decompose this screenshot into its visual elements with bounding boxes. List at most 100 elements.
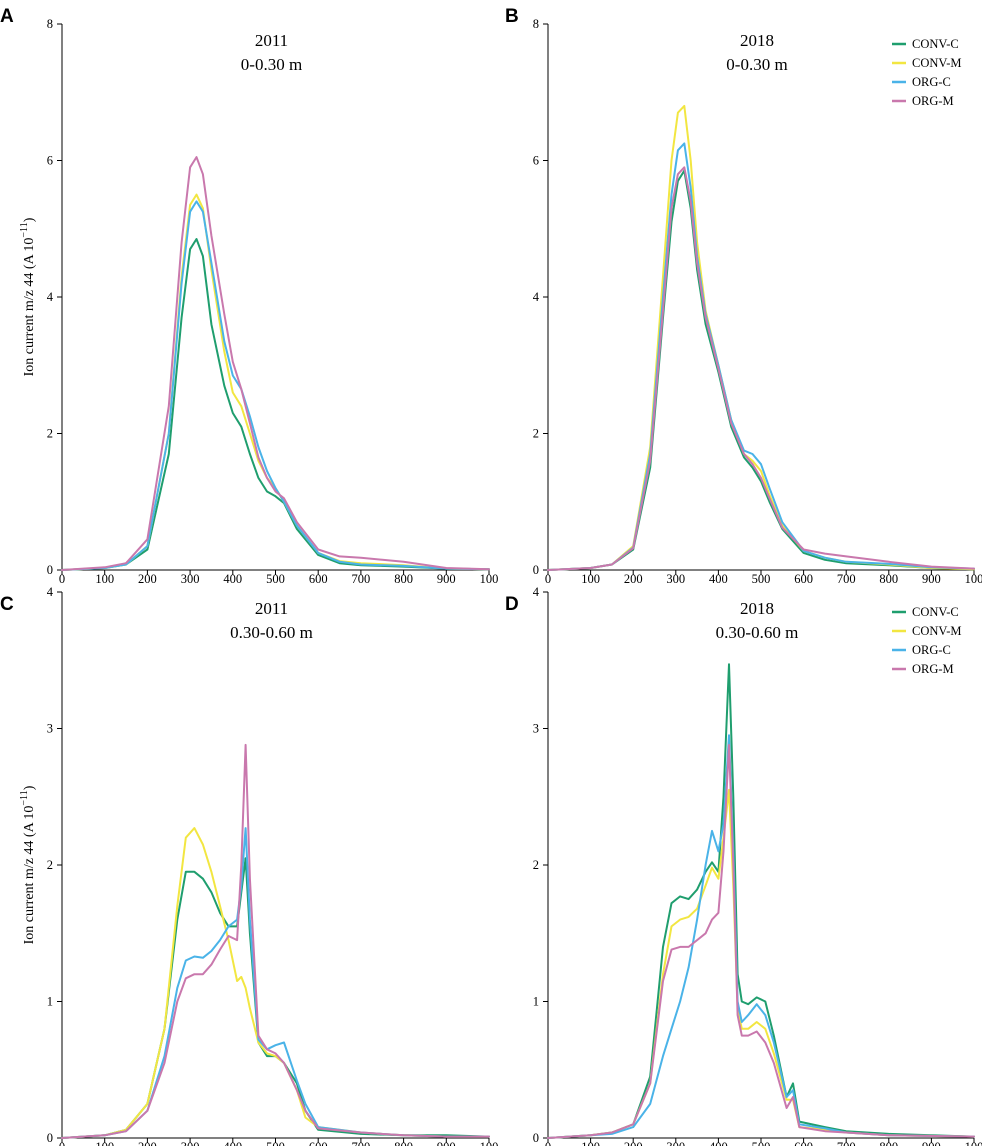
- x-tick-label: 700: [837, 572, 856, 586]
- y-tick-label: 0: [533, 1131, 539, 1145]
- x-tick-label: 100: [581, 1140, 600, 1146]
- y-axis-label-main: Ion current m/z 44 (A 10: [22, 806, 37, 945]
- legend-label-org-c: ORG-C: [912, 75, 951, 89]
- x-tick-label: 100: [480, 572, 499, 586]
- x-tick-label: 600: [794, 1140, 813, 1146]
- x-tick-label: 700: [352, 1140, 371, 1146]
- x-tick-label: 100: [95, 1140, 114, 1146]
- panel-title-depth: 0.30-0.60 m: [230, 623, 313, 642]
- x-tick-label: 400: [709, 572, 728, 586]
- x-tick-label: 100: [965, 1140, 982, 1146]
- panel-title-depth: 0-0.30 m: [241, 55, 302, 74]
- x-tick-label: 500: [266, 572, 285, 586]
- x-tick-label: 0: [59, 572, 65, 586]
- legend-label-org-m: ORG-M: [912, 662, 954, 676]
- x-tick-label: 800: [394, 1140, 413, 1146]
- chart-panel-d: D 0 1 2 3 4 0 100 200 300 400 500 600 700 800 900 100 201…: [505, 585, 982, 1146]
- chart-panel-b: B 0 2 4 6 8 0 100 200 300 400 500 600 700 800 900 100 201…: [505, 6, 982, 586]
- y-tick-label: 2: [47, 858, 53, 872]
- panel-title-year: 2011: [255, 31, 288, 50]
- y-tick-label: 4: [47, 290, 54, 304]
- y-axis-label: Ion current m/z 44 (A 10−11): [19, 217, 37, 376]
- x-tick-label: 100: [480, 1140, 499, 1146]
- y-tick-label: 4: [533, 585, 540, 599]
- x-tick-label: 900: [437, 572, 456, 586]
- x-tick-label: 400: [223, 1140, 242, 1146]
- y-axis-label: Ion current m/z 44 (A 10−11): [19, 785, 37, 944]
- y-axis-label-exponent: −11: [19, 790, 30, 805]
- panel-title-depth: 0-0.30 m: [726, 55, 787, 74]
- series-line-org-m: [547, 166, 975, 571]
- series-line-conv-m: [547, 104, 975, 571]
- series-line-conv-c: [61, 857, 490, 1139]
- y-tick-label: 6: [533, 154, 539, 168]
- x-tick-label: 900: [922, 1140, 941, 1146]
- x-tick-label: 600: [309, 1140, 328, 1146]
- panel-title-year: 2018: [740, 31, 774, 50]
- x-tick-label: 0: [545, 1140, 551, 1146]
- y-tick-label: 3: [533, 722, 539, 736]
- panel-letter: C: [0, 594, 14, 615]
- legend-label-conv-m: CONV-M: [912, 624, 962, 638]
- panel-letter: A: [0, 6, 14, 27]
- x-tick-label: 0: [59, 1140, 65, 1146]
- x-tick-label: 200: [138, 1140, 157, 1146]
- legend-label-conv-c: CONV-C: [912, 37, 959, 51]
- x-tick-label: 400: [709, 1140, 728, 1146]
- x-tick-label: 300: [181, 572, 200, 586]
- x-tick-label: 300: [181, 1140, 200, 1146]
- x-tick-label: 900: [922, 572, 941, 586]
- x-tick-label: 0: [545, 572, 551, 586]
- y-tick-label: 0: [533, 563, 539, 577]
- series-line-org-m: [61, 743, 490, 1139]
- series-line-conv-m: [61, 827, 490, 1139]
- y-axis-label-close: ): [22, 785, 37, 790]
- legend-label-org-m: ORG-M: [912, 94, 954, 108]
- legend-label-conv-c: CONV-C: [912, 605, 959, 619]
- x-tick-label: 400: [223, 572, 242, 586]
- y-tick-label: 4: [533, 290, 540, 304]
- y-tick-label: 4: [47, 585, 54, 599]
- x-tick-label: 300: [666, 572, 685, 586]
- series-line-org-m: [547, 743, 975, 1139]
- x-tick-label: 600: [309, 572, 328, 586]
- x-tick-label: 200: [138, 572, 157, 586]
- x-tick-label: 500: [752, 1140, 771, 1146]
- y-tick-label: 8: [47, 17, 53, 31]
- y-axis-label-close: ): [22, 217, 37, 222]
- chart-panel-a: A 0 2 4 6 8 0 100 200 300 400 500 600 700 800 900 100 201…: [0, 6, 498, 586]
- y-tick-label: 2: [533, 427, 539, 441]
- y-tick-label: 8: [533, 17, 539, 31]
- series-line-org-c: [547, 142, 975, 571]
- series-line-conv-c: [547, 663, 975, 1139]
- series-line-org-c: [547, 734, 975, 1139]
- x-tick-label: 100: [581, 572, 600, 586]
- y-tick-label: 0: [47, 563, 53, 577]
- x-tick-label: 700: [837, 1140, 856, 1146]
- x-tick-label: 700: [352, 572, 371, 586]
- y-tick-label: 2: [533, 858, 539, 872]
- panel-letter: D: [505, 594, 519, 615]
- series-line-conv-c: [547, 169, 975, 571]
- x-tick-label: 100: [965, 572, 982, 586]
- series-line-org-c: [61, 827, 490, 1139]
- series-line-conv-m: [61, 193, 490, 571]
- y-tick-label: 1: [47, 995, 53, 1009]
- series-line-org-c: [61, 200, 490, 571]
- legend-label-org-c: ORG-C: [912, 643, 951, 657]
- y-tick-label: 0: [47, 1131, 53, 1145]
- x-tick-label: 100: [95, 572, 114, 586]
- y-axis-label-main: Ion current m/z 44 (A 10: [22, 238, 37, 377]
- panel-letter: B: [505, 6, 519, 27]
- series-line-conv-c: [61, 238, 490, 571]
- y-tick-label: 1: [533, 995, 539, 1009]
- x-tick-label: 500: [266, 1140, 285, 1146]
- legend-label-conv-m: CONV-M: [912, 56, 962, 70]
- x-tick-label: 800: [394, 572, 413, 586]
- x-tick-label: 200: [624, 1140, 643, 1146]
- x-tick-label: 500: [752, 572, 771, 586]
- x-tick-label: 200: [624, 572, 643, 586]
- x-tick-label: 800: [879, 1140, 898, 1146]
- panel-title-year: 2011: [255, 599, 288, 618]
